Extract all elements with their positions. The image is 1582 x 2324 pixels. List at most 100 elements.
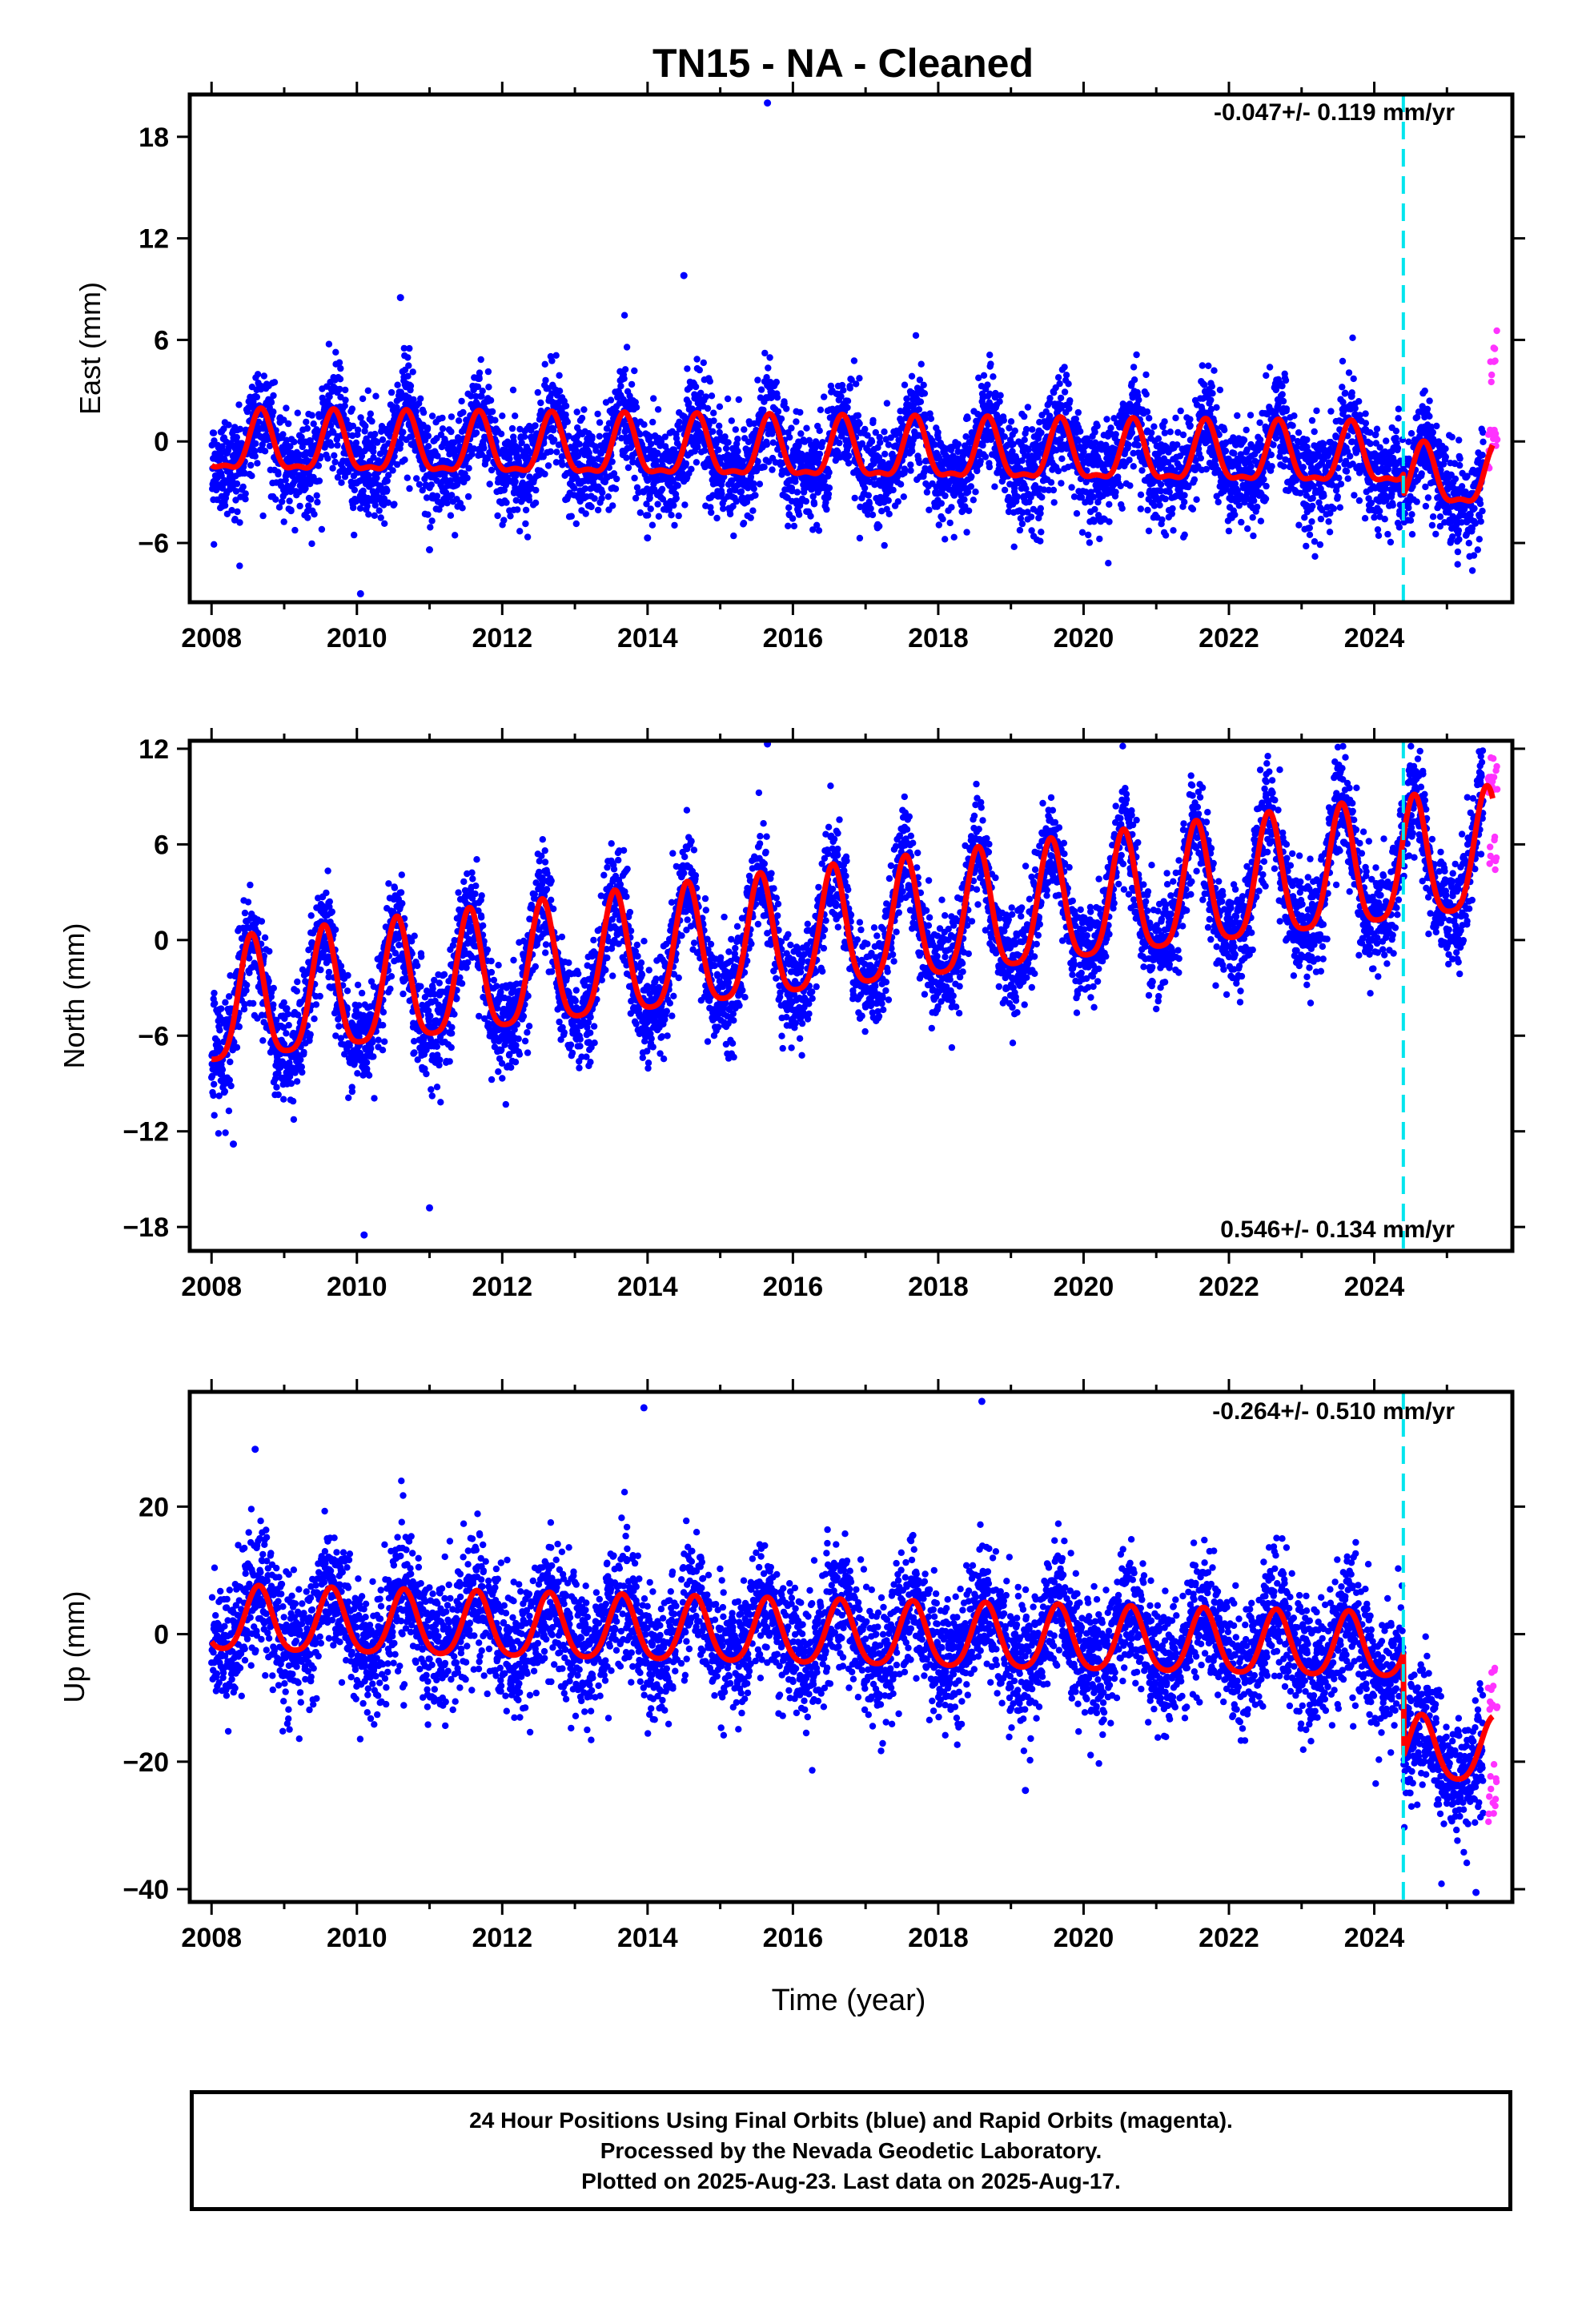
final-orbit-point [1037,505,1045,512]
final-orbit-point [211,541,218,548]
final-orbit-point [371,512,378,519]
final-orbit-point [682,460,690,468]
final-orbit-point [379,436,387,444]
final-orbit-point [1313,407,1320,415]
final-orbit-point [1225,527,1233,535]
final-orbit-point [371,501,379,509]
final-orbit-point [404,372,412,380]
final-orbit-point [424,432,432,440]
final-orbit-point [1016,526,1024,534]
final-orbit-point [962,433,970,440]
final-orbit-point [279,498,286,505]
final-orbit-point [1247,412,1255,419]
final-orbit-point [688,465,695,472]
final-orbit-point [916,459,923,466]
final-orbit-point [372,392,379,400]
final-orbit-point [1126,456,1133,464]
final-orbit-point [979,441,986,449]
final-orbit-point [1166,428,1174,436]
final-orbit-point [681,501,689,509]
final-orbit-point [942,492,949,500]
final-orbit-point [1158,516,1166,524]
final-orbit-point [417,395,424,402]
final-orbit-point [716,403,724,410]
final-orbit-point [287,507,295,515]
final-orbit-point [348,405,356,412]
final-orbit-point [1133,351,1140,359]
final-orbit-point [865,492,873,499]
final-orbit-point [1096,535,1103,543]
final-orbit-point [620,375,628,382]
final-orbit-point [1024,404,1032,411]
final-orbit-point [532,486,540,494]
final-orbit-point [542,376,549,384]
final-orbit-point [605,464,612,471]
final-orbit-point [708,392,716,400]
final-orbit-point [649,418,656,426]
final-orbit-point [580,406,588,413]
final-orbit-point [1146,415,1153,422]
final-orbit-point [500,517,508,524]
final-orbit-point [383,477,391,485]
final-orbit-point [384,499,392,506]
final-orbit-point [1040,486,1048,493]
final-orbit-point [428,481,435,489]
final-orbit-point [299,443,306,451]
final-orbit-point [846,384,853,392]
final-orbit-point [596,432,603,440]
final-orbit-point [766,354,773,361]
final-orbit-point [1142,371,1150,379]
final-orbit-point [459,505,466,512]
final-orbit-point [1022,425,1030,433]
final-orbit-point [286,497,293,505]
final-orbit-point [254,460,261,467]
plot-area [208,94,1501,602]
final-orbit-point [1056,380,1063,388]
final-orbit-point [1164,459,1172,466]
final-orbit-point [1268,463,1275,470]
final-orbit-point [509,386,517,394]
final-orbit-point [652,456,660,464]
final-orbit-point [704,404,712,412]
final-orbit-point [1091,428,1098,436]
final-orbit-point [520,433,528,440]
final-orbit-point [756,480,764,488]
final-orbit-point [599,489,606,497]
final-orbit-point [868,438,876,445]
final-orbit-point [1186,422,1194,429]
final-orbit-point [819,439,826,446]
final-orbit-point [1075,437,1082,444]
final-orbit-point [242,490,249,497]
final-orbit-point [1125,441,1132,448]
final-orbit-point [754,458,761,465]
final-orbit-point [326,393,333,400]
final-orbit-point [797,430,805,437]
final-orbit-point [1073,510,1081,517]
final-orbit-point [732,426,739,433]
final-orbit-point [701,447,709,454]
final-orbit-point [550,427,557,434]
final-orbit-point [1011,427,1018,435]
final-orbit-point [324,455,331,462]
final-orbit-point [214,496,221,504]
final-orbit-point [883,400,891,407]
final-orbit-point [225,421,232,428]
final-orbit-point [648,521,656,529]
final-orbit-point [337,393,344,401]
final-orbit-point [921,415,930,422]
final-orbit-point [404,354,412,361]
final-orbit-point [596,419,604,426]
final-orbit-point [991,483,998,490]
final-orbit-point [1260,476,1267,483]
final-orbit-point [1189,505,1197,513]
final-orbit-point [857,503,864,511]
final-orbit-point [1130,364,1138,371]
final-orbit-point [1208,383,1216,390]
final-orbit-point [1006,424,1013,432]
final-orbit-point [400,428,407,436]
final-orbit-point [1014,493,1022,501]
final-orbit-point [525,497,533,504]
final-orbit-point [1085,531,1092,539]
final-orbit-point [654,406,662,413]
final-orbit-point [650,395,657,402]
